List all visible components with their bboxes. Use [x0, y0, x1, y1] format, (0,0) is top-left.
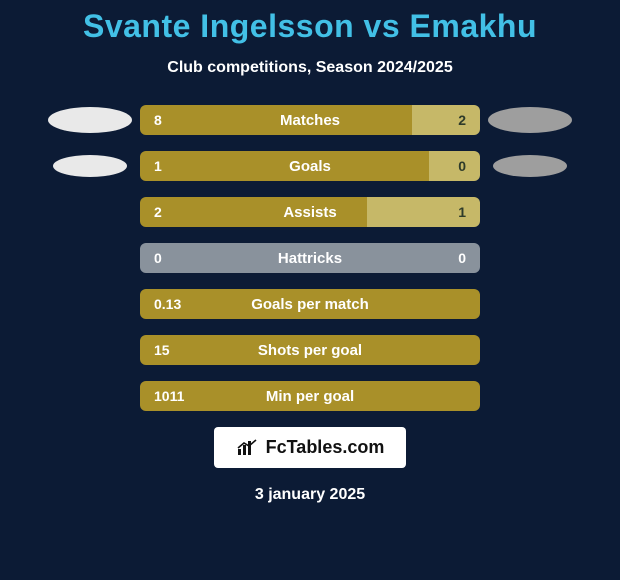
stat-right-value: 2: [412, 105, 480, 135]
stat-row: 1011Min per goal: [0, 381, 620, 411]
subtitle: Club competitions, Season 2024/2025: [0, 59, 620, 77]
page-title: Svante Ingelsson vs Emakhu: [0, 8, 620, 45]
stat-bar: 21Assists: [140, 197, 480, 227]
stat-left-value: 0.13: [140, 289, 480, 319]
stat-left-value: 15: [140, 335, 480, 365]
left-team-logo: [48, 107, 132, 133]
stat-bar: 00Hattricks: [140, 243, 480, 273]
stat-row: 21Assists: [0, 197, 620, 227]
stat-right-value: 0: [310, 243, 480, 273]
left-team-logo: [53, 155, 127, 177]
source-badge-text: FcTables.com: [266, 437, 385, 458]
date-text: 3 january 2025: [0, 486, 620, 504]
right-team-logo: [493, 155, 567, 177]
stat-row: 10Goals: [0, 151, 620, 181]
stat-left-value: 1: [140, 151, 429, 181]
stat-row: 0.13Goals per match: [0, 289, 620, 319]
stat-left-value: 8: [140, 105, 412, 135]
stat-row: 82Matches: [0, 105, 620, 135]
chart-container: Svante Ingelsson vs Emakhu Club competit…: [0, 0, 620, 580]
stat-bar: 15Shots per goal: [140, 335, 480, 365]
stat-right-value: 1: [367, 197, 480, 227]
stat-left-value: 2: [140, 197, 367, 227]
stat-right-value: 0: [429, 151, 480, 181]
stat-bar: 82Matches: [140, 105, 480, 135]
stat-row: 00Hattricks: [0, 243, 620, 273]
stat-bar: 1011Min per goal: [140, 381, 480, 411]
right-team-logo: [488, 107, 572, 133]
source-badge[interactable]: FcTables.com: [214, 427, 407, 468]
source-badge-wrap: FcTables.com: [0, 427, 620, 468]
stat-bar: 0.13Goals per match: [140, 289, 480, 319]
stat-left-value: 0: [140, 243, 310, 273]
stat-row: 15Shots per goal: [0, 335, 620, 365]
stats-list: 82Matches 10Goals 21Assists 00Hattricks 0.13…: [0, 105, 620, 411]
stat-left-value: 1011: [140, 381, 480, 411]
stat-bar: 10Goals: [140, 151, 480, 181]
chart-icon: [236, 439, 258, 457]
